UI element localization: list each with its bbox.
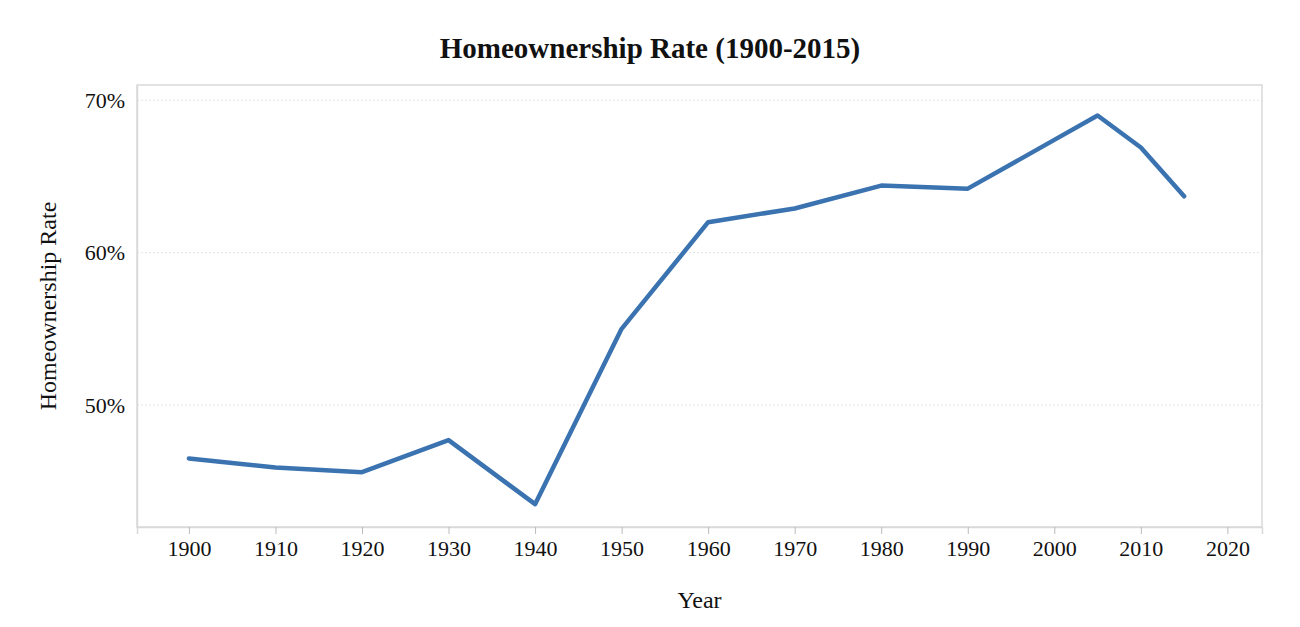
x-axis: 1900 1910 1920 1930 1940 1950 1960 1970 1980 1990… [138, 527, 1263, 561]
x-tick-label: 2010 [1119, 536, 1163, 561]
plot: 1900 1910 1920 1930 1940 1950 1960 1970 1980 1990… [85, 85, 1263, 561]
x-tick: 1910 [254, 527, 298, 561]
y-tick: 70% [85, 88, 137, 113]
x-tick: 2000 [1033, 527, 1077, 561]
x-tick: 1990 [946, 527, 990, 561]
x-tick-mark [449, 527, 450, 534]
x-tick-label: 2020 [1206, 536, 1250, 561]
x-tick-label: 1920 [341, 536, 385, 561]
series [189, 115, 1184, 504]
x-tick: 2010 [1119, 527, 1163, 561]
y-tick-label: 60% [85, 240, 125, 265]
x-tick: 1930 [427, 527, 471, 561]
x-tick-mark [708, 527, 709, 534]
x-tick-label: 1900 [167, 536, 211, 561]
y-tick: 50% [85, 393, 137, 418]
x-tick-label: 1910 [254, 536, 298, 561]
y-axis-title: Homeownership Rate [35, 202, 61, 411]
x-tick: 1920 [341, 527, 385, 561]
x-tick-label: 1940 [514, 536, 558, 561]
grid-line [137, 100, 1262, 101]
x-tick: 1940 [514, 527, 558, 561]
y-axis: 50% 60% 70% [85, 86, 138, 528]
chart: 1900 1910 1920 1930 1940 1950 1960 1970 1980 1990… [0, 0, 1300, 627]
x-tick-mark [362, 527, 363, 534]
x-tick-mark [535, 527, 536, 534]
x-tick: 1900 [167, 527, 211, 561]
y-tick-label: 50% [85, 393, 125, 418]
x-tick-label: 1930 [427, 536, 471, 561]
grid-line [137, 252, 1262, 253]
x-tick-mark [795, 527, 796, 534]
x-tick: 1960 [687, 527, 731, 561]
x-tick-mark [968, 527, 969, 534]
x-tick: 1980 [860, 527, 904, 561]
y-tick-label: 70% [85, 88, 125, 113]
x-tick-mark [275, 527, 276, 534]
x-tick-mark [1141, 527, 1142, 534]
x-tick-label: 1970 [773, 536, 817, 561]
x-tick-mark [622, 527, 623, 534]
x-tick: 1970 [773, 527, 817, 561]
x-tick-label: 1990 [946, 536, 990, 561]
y-tick: 60% [85, 240, 137, 265]
x-tick: 1950 [600, 527, 644, 561]
title: Homeownership Rate (1900-2015) [440, 32, 860, 65]
x-tick-mark [1227, 527, 1228, 534]
x-axis-line [138, 528, 1263, 535]
x-tick-label: 1950 [600, 536, 644, 561]
x-tick-label: 1960 [687, 536, 731, 561]
grid-line [137, 405, 1262, 406]
grid [137, 100, 1262, 405]
plot-frame [137, 85, 1262, 527]
x-tick: 2020 [1206, 527, 1250, 561]
x-tick-label: 1980 [860, 536, 904, 561]
y-axis-line [137, 86, 139, 528]
x-tick-mark [1054, 527, 1055, 534]
x-tick-mark [189, 527, 190, 534]
x-axis-title: Year [677, 587, 721, 613]
line [189, 115, 1184, 504]
x-tick-mark [881, 527, 882, 534]
x-tick-label: 2000 [1033, 536, 1077, 561]
